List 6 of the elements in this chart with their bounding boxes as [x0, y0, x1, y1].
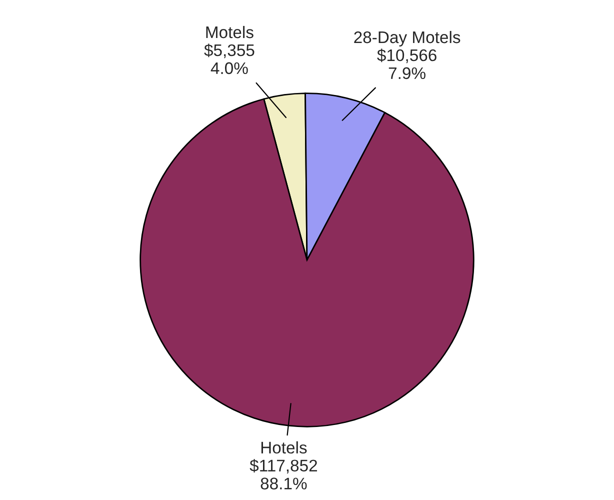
slice-label: Hotels	[261, 441, 307, 454]
slice-label: Motels	[206, 26, 254, 38]
data-label: $117,852 88.1%	[250, 458, 318, 490]
data-label: $10,566 7.9%	[377, 48, 436, 80]
slice-label: 28-Day Motels	[354, 30, 460, 46]
data-label: $5,355 4.0%	[204, 44, 254, 74]
